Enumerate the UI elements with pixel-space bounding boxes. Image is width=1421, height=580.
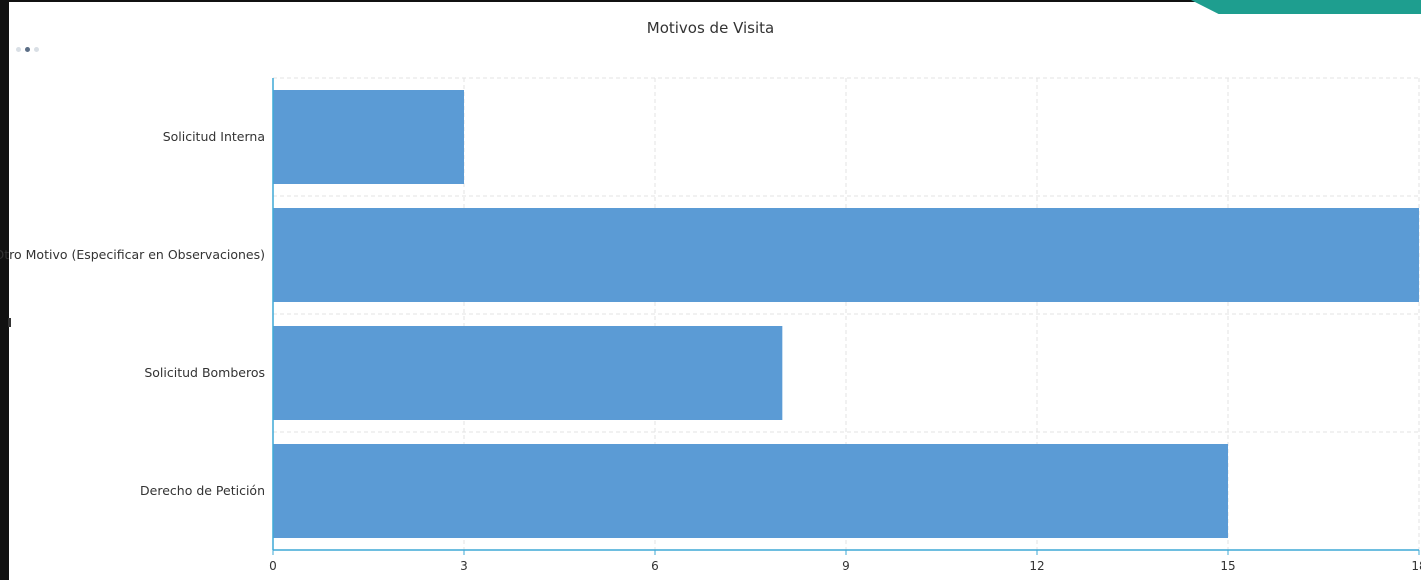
category-label: Otro Motivo (Especificar en Observacione… — [0, 247, 265, 262]
x-tick-label: 6 — [651, 559, 659, 573]
category-label: Solicitud Interna — [163, 129, 265, 144]
resize-handle[interactable] — [8, 318, 11, 327]
pager-dot-active[interactable] — [25, 47, 30, 52]
category-label: Derecho de Petición — [140, 483, 265, 498]
x-tick-label: 12 — [1029, 559, 1044, 573]
x-tick-label: 18 — [1411, 559, 1421, 573]
chart-title: Motivos de Visita — [646, 19, 775, 37]
x-tick-label: 9 — [842, 559, 850, 573]
bar — [273, 326, 783, 420]
pager-dot[interactable] — [16, 47, 21, 52]
corner-accent — [1191, 0, 1421, 14]
pager-dots[interactable] — [16, 47, 39, 52]
labels: 0 3 6 9 12 15 18 Solicitud Interna Otro Motivo (… — [0, 129, 1421, 573]
x-tick-label: 0 — [269, 559, 277, 573]
bars — [273, 90, 1419, 538]
bar — [273, 208, 1419, 302]
category-label: Solicitud Bomberos — [144, 365, 265, 380]
bar — [273, 90, 464, 184]
pager-dot[interactable] — [34, 47, 39, 52]
bar — [273, 444, 1228, 538]
axes — [272, 78, 1420, 555]
x-tick-label: 3 — [460, 559, 468, 573]
x-tick-label: 15 — [1220, 559, 1235, 573]
